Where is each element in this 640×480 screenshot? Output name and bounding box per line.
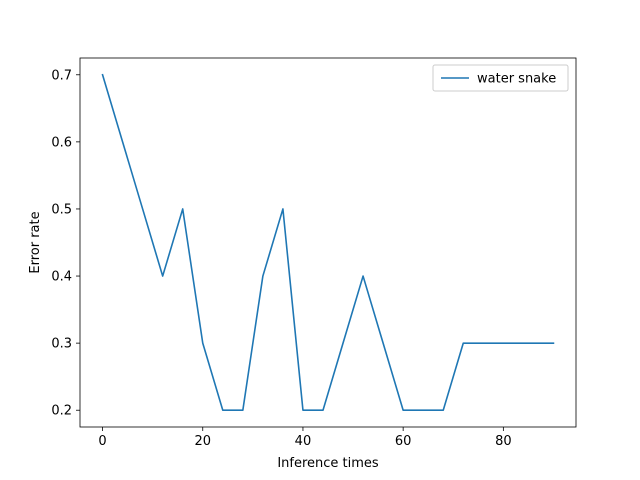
y-tick-label: 0.3 [51, 337, 72, 352]
y-tick-label: 0.7 [51, 68, 72, 83]
x-tick-label: 0 [98, 434, 106, 449]
y-axis-ticks: 0.2 0.3 0.4 0.5 0.6 0.7 [51, 68, 80, 419]
y-tick-label: 0.2 [51, 404, 72, 419]
series-layer [101, 73, 555, 412]
x-tick-label: 20 [194, 434, 211, 449]
legend-label: water snake [477, 72, 556, 87]
x-axis-ticks: 0 20 40 60 80 [98, 427, 512, 449]
series-line [101, 73, 555, 412]
legend: water snake [432, 64, 569, 92]
x-axis-label: Inference times [277, 456, 379, 471]
y-tick-label: 0.5 [51, 202, 72, 217]
x-tick-label: 60 [395, 434, 412, 449]
legend-box [432, 64, 569, 92]
plot-area [80, 58, 576, 427]
plot-frame [79, 57, 577, 428]
y-tick-label: 0.4 [51, 270, 72, 285]
x-tick-label: 40 [295, 434, 312, 449]
y-tick-label: 0.6 [51, 135, 72, 150]
y-axis-label: Error rate [28, 211, 43, 273]
x-tick-label: 80 [495, 434, 512, 449]
